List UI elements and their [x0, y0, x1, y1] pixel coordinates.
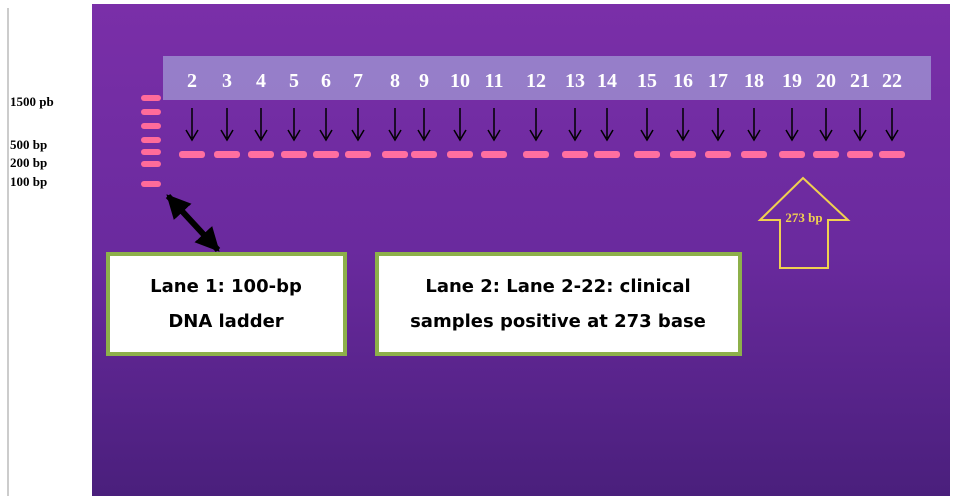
band [523, 151, 549, 158]
band [179, 151, 205, 158]
ladder-band [141, 161, 161, 167]
ladder-band [141, 95, 161, 101]
lane-number: 22 [882, 70, 902, 92]
lane-number: 2 [187, 70, 197, 92]
lane-number: 3 [222, 70, 232, 92]
band-arrow-label: 273 bp [785, 210, 822, 225]
box-line: Lane 2: Lane 2-22: clinical [425, 276, 690, 297]
ladder-band [141, 149, 161, 155]
ladder-box: Lane 1: 100-bp DNA ladder [108, 254, 345, 354]
band [214, 151, 240, 158]
band [481, 151, 507, 158]
lane-number: 15 [637, 70, 657, 92]
size-label: 100 bp [10, 174, 47, 189]
box-line: Lane 1: 100-bp [150, 276, 302, 297]
band [447, 151, 473, 158]
band [634, 151, 660, 158]
figure: 2 3 4 567 89 10 11 12 13 14 15 16 17 18 19 20 21 22 1500 … [0, 0, 954, 498]
lane-number: 10 [450, 70, 470, 92]
lane-number: 11 [485, 70, 504, 92]
lane-number: 9 [419, 70, 429, 92]
lane-number: 12 [526, 70, 546, 92]
lane-number: 6 [321, 70, 331, 92]
band [345, 151, 371, 158]
band [411, 151, 437, 158]
size-label: 200 bp [10, 155, 47, 170]
lane-number: 21 [850, 70, 870, 92]
band [562, 151, 588, 158]
samples-box: Lane 2: Lane 2-22: clinical samples posi… [377, 254, 740, 354]
lane-number: 7 [353, 70, 363, 92]
box [377, 254, 740, 354]
band [313, 151, 339, 158]
lane-number: 5 [289, 70, 299, 92]
band [741, 151, 767, 158]
band [281, 151, 307, 158]
lane-number: 13 [565, 70, 585, 92]
ladder-band [141, 123, 161, 129]
box-line: DNA ladder [168, 311, 283, 332]
lane-number: 16 [673, 70, 693, 92]
size-label: 1500 pb [10, 94, 54, 109]
ladder-band [141, 181, 161, 187]
lane-number: 18 [744, 70, 764, 92]
lane-number: 17 [708, 70, 728, 92]
band [779, 151, 805, 158]
band [847, 151, 873, 158]
band [248, 151, 274, 158]
lane-number: 14 [597, 70, 617, 92]
ladder-band [141, 137, 161, 143]
box-line: samples positive at 273 base [410, 311, 706, 332]
band [879, 151, 905, 158]
band [382, 151, 408, 158]
band [670, 151, 696, 158]
band [705, 151, 731, 158]
lane-number: 4 [256, 70, 266, 92]
size-label: 500 bp [10, 137, 47, 152]
lane-number: 8 [390, 70, 400, 92]
box [108, 254, 345, 354]
size-markers: 1500 pb 500 bp 200 bp 100 bp [10, 94, 54, 189]
band [813, 151, 839, 158]
band [594, 151, 620, 158]
ladder-band [141, 109, 161, 115]
lane-number: 20 [816, 70, 836, 92]
lane-number: 19 [782, 70, 802, 92]
